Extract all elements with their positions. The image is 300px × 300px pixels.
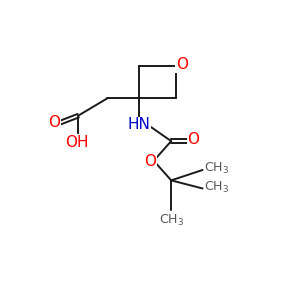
Text: O: O: [176, 57, 188, 72]
Text: OH: OH: [65, 135, 89, 150]
Text: CH$_3$: CH$_3$: [204, 180, 229, 195]
Text: O: O: [48, 115, 60, 130]
Text: CH$_3$: CH$_3$: [159, 213, 184, 228]
Text: CH$_3$: CH$_3$: [204, 161, 229, 176]
Text: O: O: [187, 132, 199, 147]
Text: O: O: [144, 154, 156, 169]
Text: HN: HN: [127, 117, 150, 132]
